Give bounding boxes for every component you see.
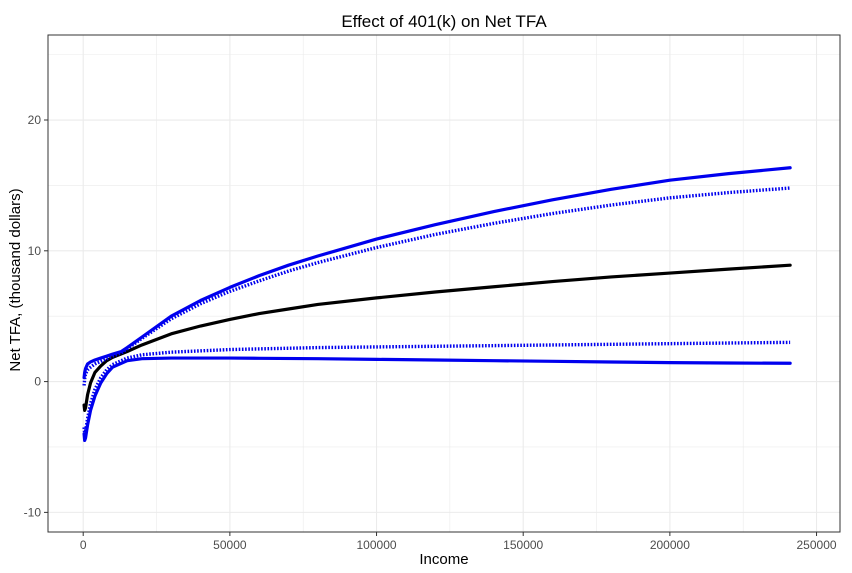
series-line-3 <box>82 186 791 386</box>
x-tick-label: 100000 <box>357 538 397 552</box>
x-tick-label: 150000 <box>503 538 543 552</box>
y-tick-label: 20 <box>28 113 42 127</box>
x-tick-label: 200000 <box>650 538 690 552</box>
y-axis-title: Net TFA, (thousand dollars) <box>7 188 24 371</box>
y-tick-label: 10 <box>28 244 42 258</box>
x-tick-label: 0 <box>80 538 87 552</box>
chart-title: Effect of 401(k) on Net TFA <box>341 12 547 31</box>
x-axis-title: Income <box>419 551 468 568</box>
series-line-2 <box>82 166 792 380</box>
panel-border <box>47 34 841 533</box>
y-tick-label: 0 <box>34 375 41 389</box>
series-lines <box>82 166 792 443</box>
x-tick-label: 250000 <box>797 538 837 552</box>
axes: 0 50000 100000 150000 200000 250000 -10 0 10 20 <box>24 113 837 552</box>
series-line-5 <box>82 356 792 443</box>
series-line-4 <box>82 340 791 436</box>
y-tick-label: -10 <box>24 505 42 519</box>
x-tick-label: 50000 <box>213 538 247 552</box>
series-line-1 <box>82 263 792 412</box>
